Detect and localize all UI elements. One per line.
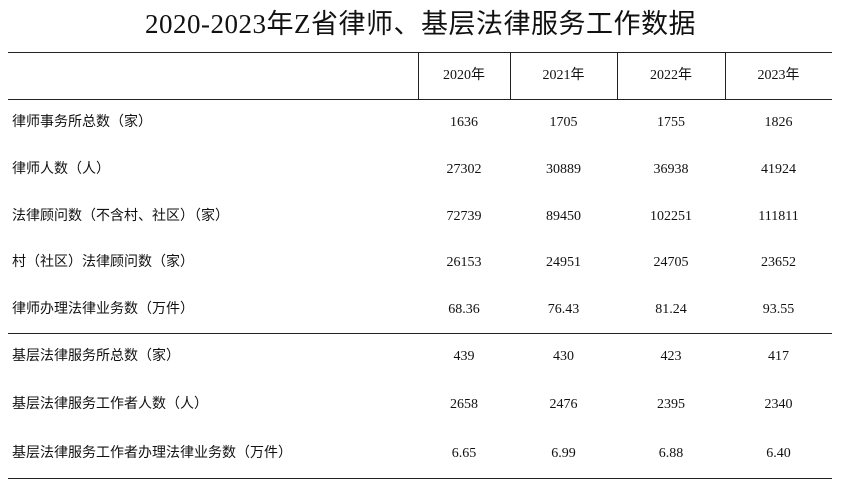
cell-value: 417 <box>768 349 789 365</box>
row-label: 律师人数（人） <box>12 161 110 177</box>
cell-value: 439 <box>453 349 475 365</box>
cell-value: 1705 <box>549 115 578 131</box>
cell-value: 30889 <box>546 161 581 177</box>
cell-value: 430 <box>553 349 574 365</box>
row-label: 基层法律服务所总数（家） <box>12 349 180 365</box>
cell-value: 24705 <box>653 255 689 271</box>
row-label: 村（社区）法律顾问数（家） <box>12 255 194 271</box>
cell-value: 102251 <box>650 208 692 224</box>
column-header: 2022年 <box>650 68 692 83</box>
rule <box>8 52 832 53</box>
cell-value: 76.43 <box>547 301 580 317</box>
cell-value: 81.24 <box>655 301 687 317</box>
cell-value: 26153 <box>446 255 482 271</box>
rule <box>8 478 832 479</box>
cell-value: 36938 <box>653 161 689 177</box>
cell-value: 1636 <box>450 115 478 131</box>
cell-value: 72739 <box>446 208 482 224</box>
column-rule <box>617 52 618 100</box>
cell-value: 24951 <box>546 255 581 271</box>
column-header: 2020年 <box>443 68 485 83</box>
row-label: 基层法律服务工作者办理法律业务数（万件） <box>12 445 292 461</box>
cell-value: 23652 <box>761 255 796 271</box>
cell-value: 41924 <box>761 161 796 177</box>
cell-value: 6.88 <box>658 445 684 461</box>
cell-value: 6.40 <box>766 445 791 461</box>
cell-value: 6.99 <box>551 445 576 461</box>
column-header: 2021年 <box>542 68 585 83</box>
cell-value: 2395 <box>657 397 685 413</box>
cell-value: 6.65 <box>451 445 477 461</box>
column-rule <box>510 52 511 100</box>
title: 2020-2023年Z省律师、基层法律服务工作数据 <box>145 9 696 39</box>
rule <box>8 333 832 334</box>
row-label: 律师事务所总数（家） <box>12 115 152 131</box>
column-rule <box>725 52 726 100</box>
row-label: 法律顾问数（不含村、社区）（家） <box>12 208 229 224</box>
cell-value: 1755 <box>657 115 685 131</box>
cell-value: 423 <box>660 349 682 365</box>
row-label: 律师办理法律业务数（万件） <box>12 301 194 317</box>
cell-value: 68.36 <box>448 301 480 317</box>
cell-value: 2476 <box>549 397 578 413</box>
row-label: 基层法律服务工作者人数（人） <box>12 397 208 413</box>
cell-value: 2658 <box>450 397 478 413</box>
column-header: 2023年 <box>757 68 800 83</box>
rule <box>8 99 832 100</box>
cell-value: 111811 <box>758 208 799 224</box>
cell-value: 93.55 <box>762 301 795 317</box>
cell-value: 89450 <box>546 208 581 224</box>
cell-value: 1826 <box>764 115 793 131</box>
column-rule <box>418 52 419 100</box>
cell-value: 2340 <box>764 397 793 413</box>
cell-value: 27302 <box>446 161 482 177</box>
